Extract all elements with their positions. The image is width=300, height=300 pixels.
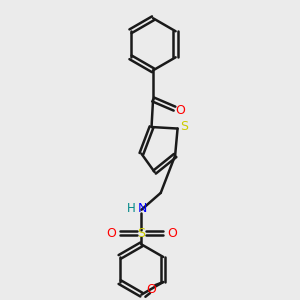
Text: H: H	[127, 202, 136, 215]
Text: N: N	[137, 202, 147, 215]
Text: O: O	[146, 283, 156, 296]
Text: S: S	[180, 120, 188, 133]
Text: O: O	[167, 227, 177, 240]
Text: O: O	[176, 104, 186, 117]
Text: O: O	[106, 227, 116, 240]
Text: S: S	[137, 227, 146, 240]
